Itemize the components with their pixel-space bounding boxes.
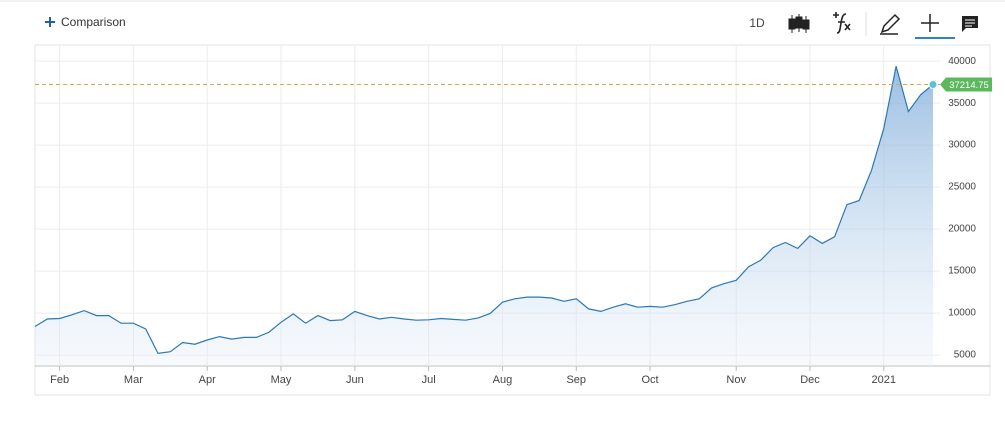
y-tick-label: 10000 — [948, 308, 976, 319]
comparison-label[interactable]: Comparison — [61, 15, 126, 29]
comments-icon[interactable] — [962, 16, 978, 32]
comparison-button[interactable]: Comparison — [45, 15, 126, 29]
indicators-icon[interactable] — [833, 12, 851, 34]
draw-icon[interactable] — [880, 13, 901, 35]
interval-button[interactable]: 1D — [749, 16, 765, 30]
y-tick-label: 5000 — [954, 350, 977, 361]
y-tick-label: 30000 — [948, 140, 976, 151]
area-fill — [35, 66, 933, 366]
x-tick-label: Oct — [642, 374, 659, 386]
last-point — [928, 80, 938, 90]
plus-icon — [45, 17, 55, 27]
plot-frame — [34, 44, 991, 396]
price-line — [34, 66, 934, 355]
last-price-label: 37214.75 — [949, 80, 989, 91]
x-tick-label: Dec — [800, 374, 820, 386]
y-tick-label: 25000 — [948, 182, 976, 193]
x-tick-label: Aug — [493, 374, 513, 386]
last-price-tag — [940, 77, 992, 92]
y-tick-label: 15000 — [948, 266, 976, 277]
x-tick-label: Jul — [422, 374, 436, 386]
x-tick-label: Feb — [50, 374, 69, 386]
y-tick-label: 40000 — [948, 56, 976, 67]
y-tick-label: 35000 — [948, 98, 976, 109]
candles-icon[interactable] — [788, 14, 810, 33]
y-tick-label: 20000 — [948, 224, 976, 235]
x-tick-label: Sep — [566, 374, 586, 386]
x-tick-label: Jun — [346, 374, 364, 386]
x-tick-label: May — [271, 374, 292, 386]
x-tick-label: Apr — [199, 374, 216, 386]
x-tick-label: 2021 — [872, 374, 896, 386]
crosshair-icon[interactable] — [915, 14, 955, 39]
x-tick-label: Mar — [124, 374, 143, 386]
x-tick-label: Nov — [726, 374, 746, 386]
